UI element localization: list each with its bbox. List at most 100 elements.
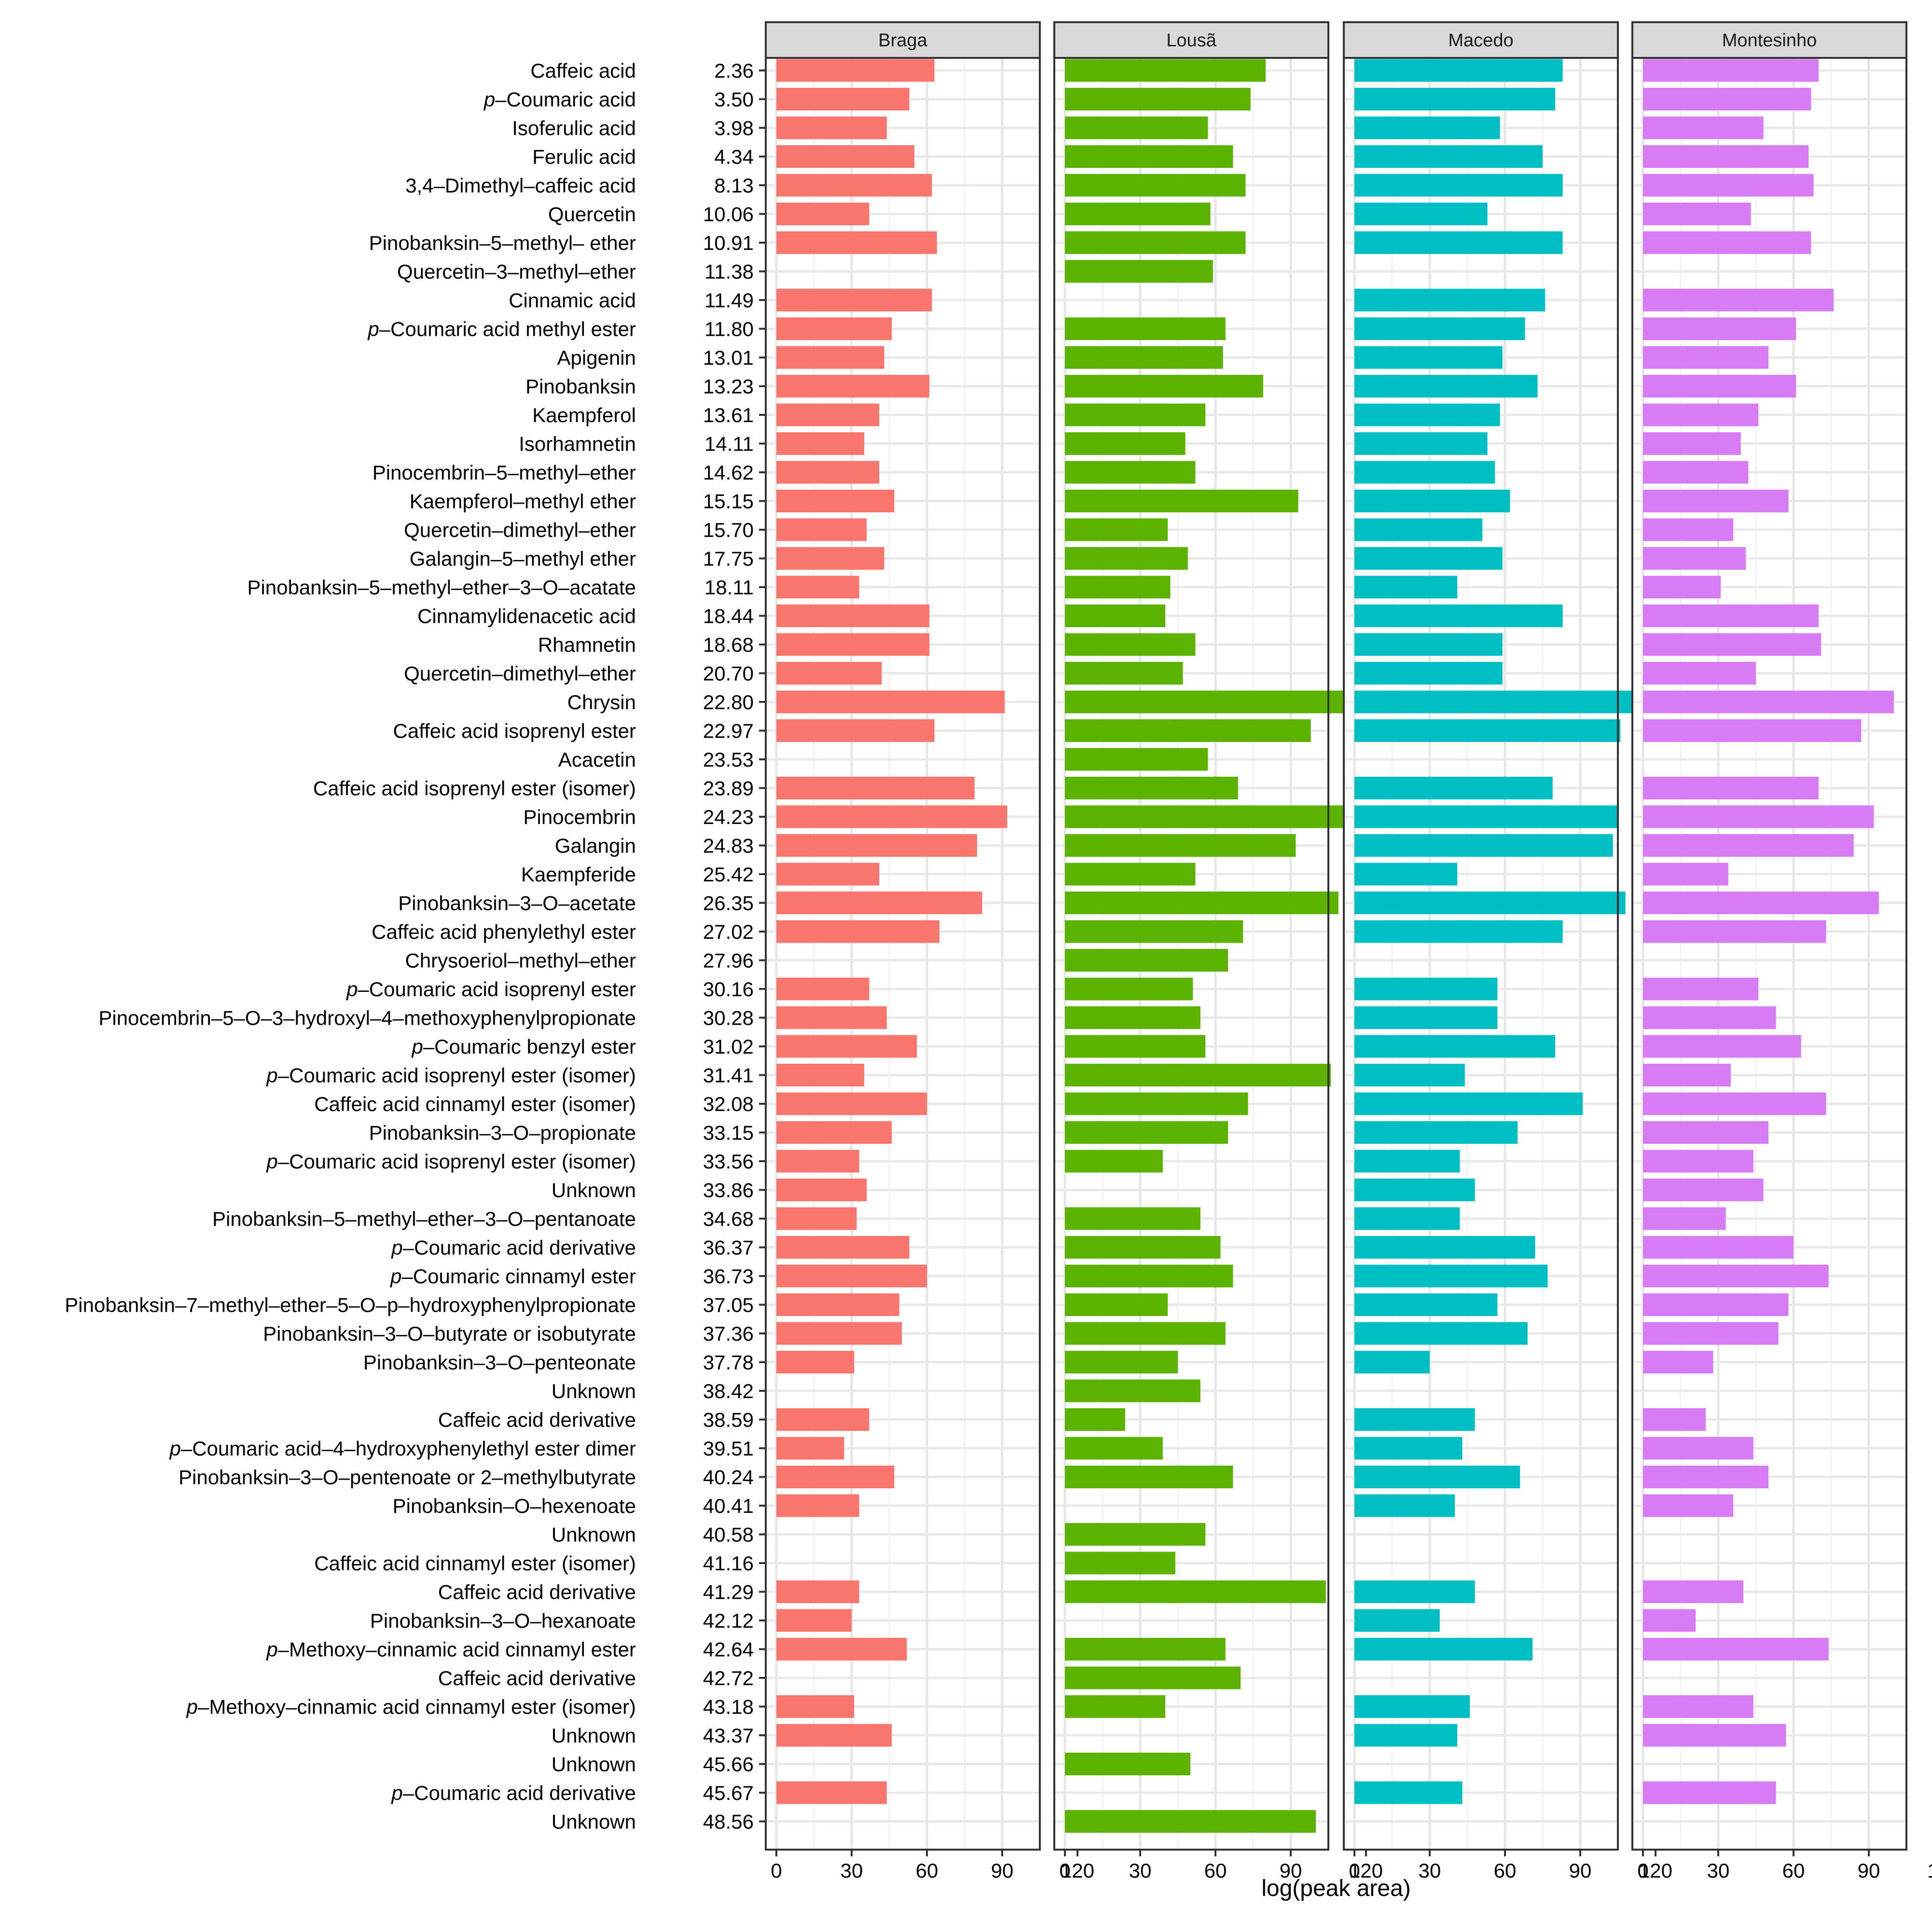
compound-label: Galangin (555, 835, 636, 857)
retention-time-label: 20.70 (703, 662, 754, 685)
retention-time-label: 34.68 (703, 1208, 754, 1230)
bar (1354, 633, 1503, 656)
compound-label: Quercetin–dimethyl–ether (404, 519, 636, 541)
bar (1065, 1466, 1233, 1488)
bar (776, 1437, 844, 1460)
bar (1643, 518, 1734, 541)
bar (1643, 203, 1751, 225)
bar (1643, 1264, 1829, 1288)
x-tick-label: 0 (1059, 1859, 1070, 1882)
compound-label: Pinobanksin–3–O–penteonate (363, 1351, 636, 1374)
facet-strip-label: Lousã (1166, 30, 1216, 51)
retention-time-label: 40.24 (703, 1466, 754, 1489)
compound-label: Pinobanksin–3–O–pentenoate or 2–methylbu… (179, 1466, 636, 1489)
bar (776, 920, 939, 943)
bar (1354, 719, 1621, 742)
bar (1065, 59, 1266, 82)
bar (1643, 1437, 1753, 1460)
retention-time-label: 14.11 (704, 433, 754, 455)
bar (1643, 1179, 1764, 1201)
bar (1065, 977, 1193, 1001)
compound-label: Pinobanksin–5–methyl–ether–3–O–acatate (247, 576, 636, 599)
bar (1065, 375, 1263, 398)
compound-label: Caffeic acid derivative (438, 1409, 636, 1431)
bar (776, 1064, 864, 1086)
bar (1354, 1408, 1475, 1431)
bar (1643, 461, 1749, 484)
x-tick-label: 90 (991, 1859, 1014, 1882)
retention-time-label: 37.05 (703, 1294, 754, 1317)
bar (1354, 1207, 1460, 1230)
compound-label: Kaempferol (532, 404, 636, 426)
bar (1065, 1035, 1206, 1058)
bar (1065, 1666, 1241, 1689)
compound-label: Pinobanksin–7–methyl–ether–5–O–p–hydroxy… (65, 1294, 636, 1317)
bar (776, 892, 982, 914)
facet-strip (765, 21, 1041, 59)
x-tick-label: 60 (1494, 1859, 1517, 1882)
bar (1643, 805, 1874, 828)
bar (1354, 1179, 1475, 1201)
compound-label: p–Coumaric acid isoprenyl ester (isomer) (265, 1064, 636, 1087)
bar (776, 777, 975, 799)
compound-label: Unknown (552, 1753, 636, 1776)
compound-label: p–Coumaric acid (483, 88, 636, 111)
retention-time-label: 24.83 (703, 835, 754, 857)
bar (1065, 662, 1183, 685)
bar (1643, 1293, 1789, 1316)
bar (1354, 203, 1488, 225)
bar (1065, 346, 1223, 369)
retention-time-label: 38.59 (703, 1409, 754, 1431)
bar (1065, 805, 1364, 828)
bar (1643, 174, 1814, 197)
bar (776, 719, 935, 742)
bar (1354, 805, 1618, 828)
retention-time-label: 48.56 (703, 1811, 754, 1833)
compound-label: Caffeic acid phenylethyl ester (372, 920, 636, 943)
bar (1354, 863, 1458, 886)
bar (776, 1264, 927, 1288)
bar (1065, 518, 1168, 541)
retention-time-label: 27.02 (703, 920, 754, 943)
retention-time-label: 36.37 (703, 1236, 754, 1259)
retention-time-label: 11.38 (704, 261, 754, 283)
compound-label: Caffeic acid isoprenyl ester (393, 720, 636, 742)
retention-time-label: 32.08 (703, 1093, 754, 1115)
retention-time-label: 11.80 (704, 318, 754, 341)
bar (1354, 490, 1510, 512)
compound-label: Apigenin (557, 346, 636, 369)
bar (1354, 1121, 1518, 1144)
compound-label: Pinobanksin (525, 375, 636, 398)
bar (776, 1466, 895, 1488)
facet-strip (1343, 21, 1619, 59)
bar (1065, 1695, 1165, 1718)
bar (776, 317, 892, 340)
x-tick-label: 120 (1927, 1859, 1932, 1882)
compound-label: Unknown (552, 1179, 636, 1202)
bar (1354, 432, 1488, 455)
x-tick-label: 90 (1280, 1859, 1302, 1882)
bar (1354, 1724, 1458, 1747)
bar (1643, 576, 1721, 599)
compound-label: p–Methoxy–cinnamic acid cinnamyl ester (265, 1638, 636, 1661)
compound-label: Caffeic acid isoprenyl ester (isomer) (313, 777, 636, 800)
bar (1354, 145, 1543, 168)
bar (1065, 1150, 1163, 1173)
bar (1643, 1006, 1776, 1029)
bar (1643, 1351, 1713, 1373)
bar (1643, 317, 1796, 340)
bar (1065, 604, 1165, 627)
compound-label: Rhamnetin (538, 633, 636, 656)
compound-label: Caffeic acid derivative (438, 1667, 636, 1689)
bar (1643, 977, 1759, 1001)
bar (1354, 375, 1538, 398)
facet-strip-label: Macedo (1448, 30, 1513, 51)
bar (1354, 1466, 1520, 1488)
bar (1354, 662, 1503, 685)
retention-time-label: 30.16 (703, 978, 754, 1001)
compound-label: Pinobanksin–O–hexenoate (393, 1495, 636, 1517)
retention-time-label: 10.91 (703, 232, 754, 254)
bar (776, 805, 1007, 828)
retention-time-label: 40.41 (703, 1495, 754, 1517)
